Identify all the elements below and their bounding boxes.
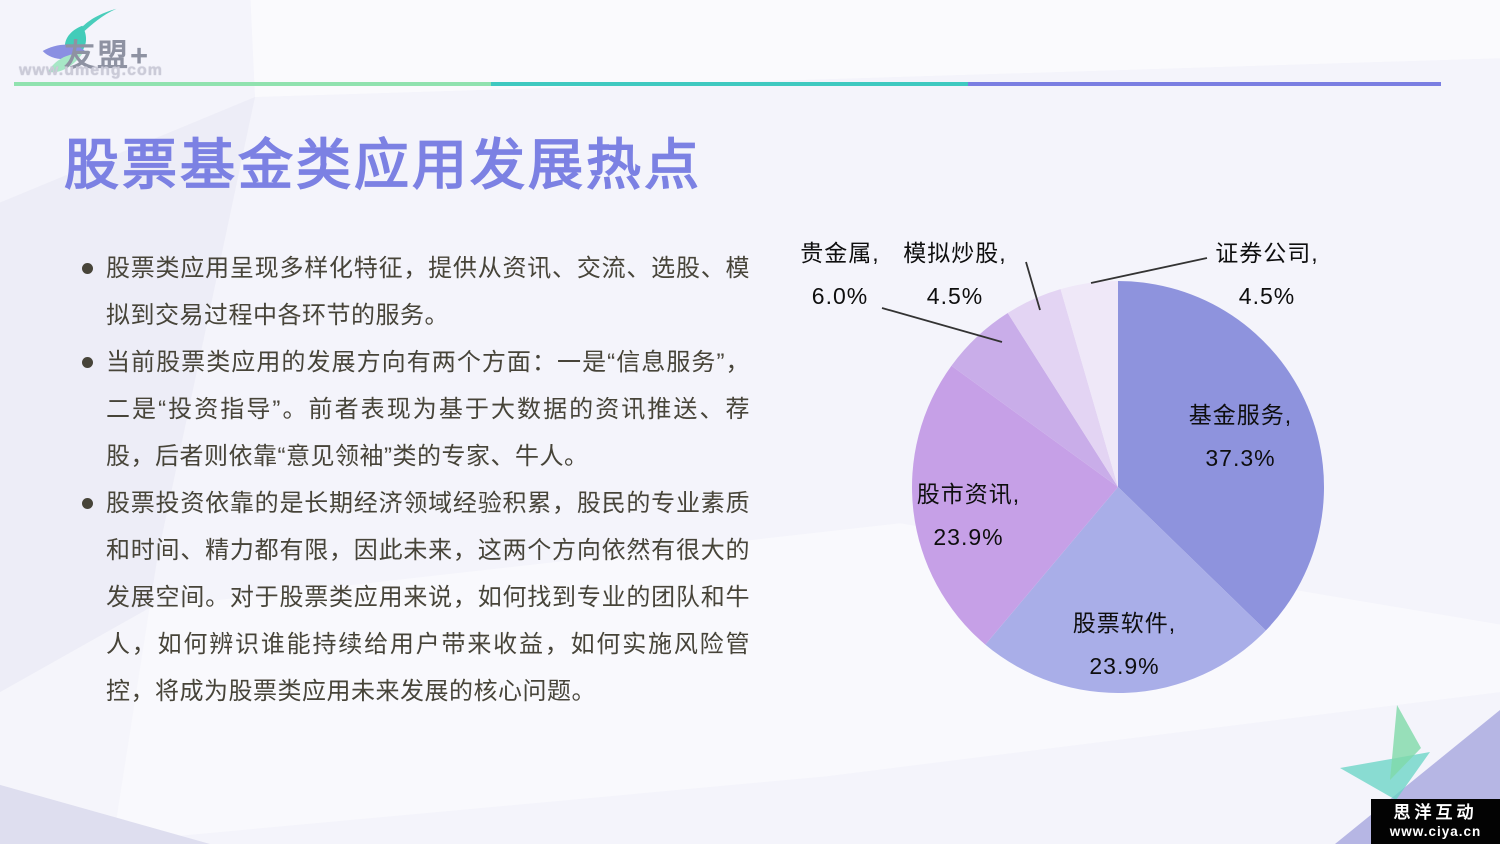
pie-label-name: 股市资讯, [916, 481, 1021, 507]
pie-label-name: 基金服务, [1188, 402, 1293, 428]
pie-label-value: 6.0% [811, 283, 869, 309]
pie-callout-zhengquangongsi: 证券公司, 4.5% [1207, 232, 1327, 318]
bullet-item: 股票类应用呈现多样化特征，提供从资讯、交流、选股、模拟到交易过程中各环节的服务。 [82, 245, 750, 339]
pie-slices [912, 281, 1325, 694]
pie-inside-label-jijinfuwu: 基金服务, 37.3% [1148, 394, 1333, 480]
brand-name: 友盟+ [64, 38, 151, 73]
pie-label-name: 模拟炒股, [903, 240, 1007, 266]
leader-line-monichaogu [1025, 261, 1041, 311]
pie-slice-证券公司 [1060, 281, 1118, 487]
watermark-url: www.ciya.cn [1389, 824, 1482, 839]
pie-slice-贵金属 [951, 313, 1118, 487]
pie-label-value: 23.9% [1089, 653, 1160, 679]
pie-label-value: 37.3% [1205, 445, 1276, 471]
watermark-box: 思洋互动 www.ciya.cn [1371, 799, 1500, 844]
pie-chart [881, 257, 1325, 694]
pie-inside-label-gupiaoruanjian: 股票软件, 23.9% [1032, 602, 1217, 688]
pie-label-name: 贵金属, [800, 240, 880, 266]
pie-label-name: 证券公司, [1215, 240, 1319, 266]
brand-url: www.umeng.com [19, 62, 163, 79]
bullet-text: 股票类应用呈现多样化特征，提供从资讯、交流、选股、模拟到交易过程中各环节的服务。 [106, 255, 750, 329]
pie-label-value: 4.5% [1238, 283, 1296, 309]
header-accent-rule [14, 82, 1441, 86]
pie-slice-基金服务 [1118, 281, 1325, 631]
slide-title: 股票基金类应用发展热点 [64, 134, 703, 196]
bullet-dot [82, 263, 93, 274]
rule-segment-purple [968, 82, 1441, 86]
pie-slice-模拟炒股 [1007, 289, 1118, 487]
pie-slice-股市资讯 [912, 365, 1118, 645]
pie-label-value: 23.9% [933, 524, 1004, 550]
bullet-text: 当前股票类应用的发展方向有两个方面：一是“信息服务”，二是“投资指导”。前者表现… [106, 349, 750, 470]
bullet-item: 股票投资依靠的是长期经济领域经验积累，股民的专业素质和时间、精力都有限，因此未来… [82, 480, 750, 715]
leader-line-guijinshu [881, 307, 1003, 343]
leader-line-zhengquangongsi [1090, 257, 1208, 284]
bullet-dot [82, 498, 93, 509]
bullet-list: 股票类应用呈现多样化特征，提供从资讯、交流、选股、模拟到交易过程中各环节的服务。… [82, 245, 750, 715]
pie-leader-lines [881, 257, 1208, 343]
rule-segment-teal [491, 82, 968, 86]
paper-plane-icon [1340, 752, 1430, 800]
hummingbird-logo-icon [42, 8, 117, 73]
paper-plane-wing-icon [1390, 705, 1421, 780]
pie-callout-guijinshu: 贵金属, 6.0% [790, 232, 890, 318]
pie-callout-monichaogu: 模拟炒股, 4.5% [895, 232, 1015, 318]
rule-segment-green [14, 82, 491, 86]
watermark-title: 思洋互动 [1393, 803, 1478, 822]
pie-slice-股票软件 [985, 487, 1266, 694]
bullet-item: 当前股票类应用的发展方向有两个方面：一是“信息服务”，二是“投资指导”。前者表现… [82, 339, 750, 480]
pie-label-value: 4.5% [926, 283, 984, 309]
pie-label-name: 股票软件, [1072, 610, 1177, 636]
bullet-dot [82, 357, 93, 368]
pie-inside-label-gushizixun: 股市资讯, 23.9% [876, 473, 1061, 559]
bullet-text: 股票投资依靠的是长期经济领域经验积累，股民的专业素质和时间、精力都有限，因此未来… [106, 490, 750, 705]
